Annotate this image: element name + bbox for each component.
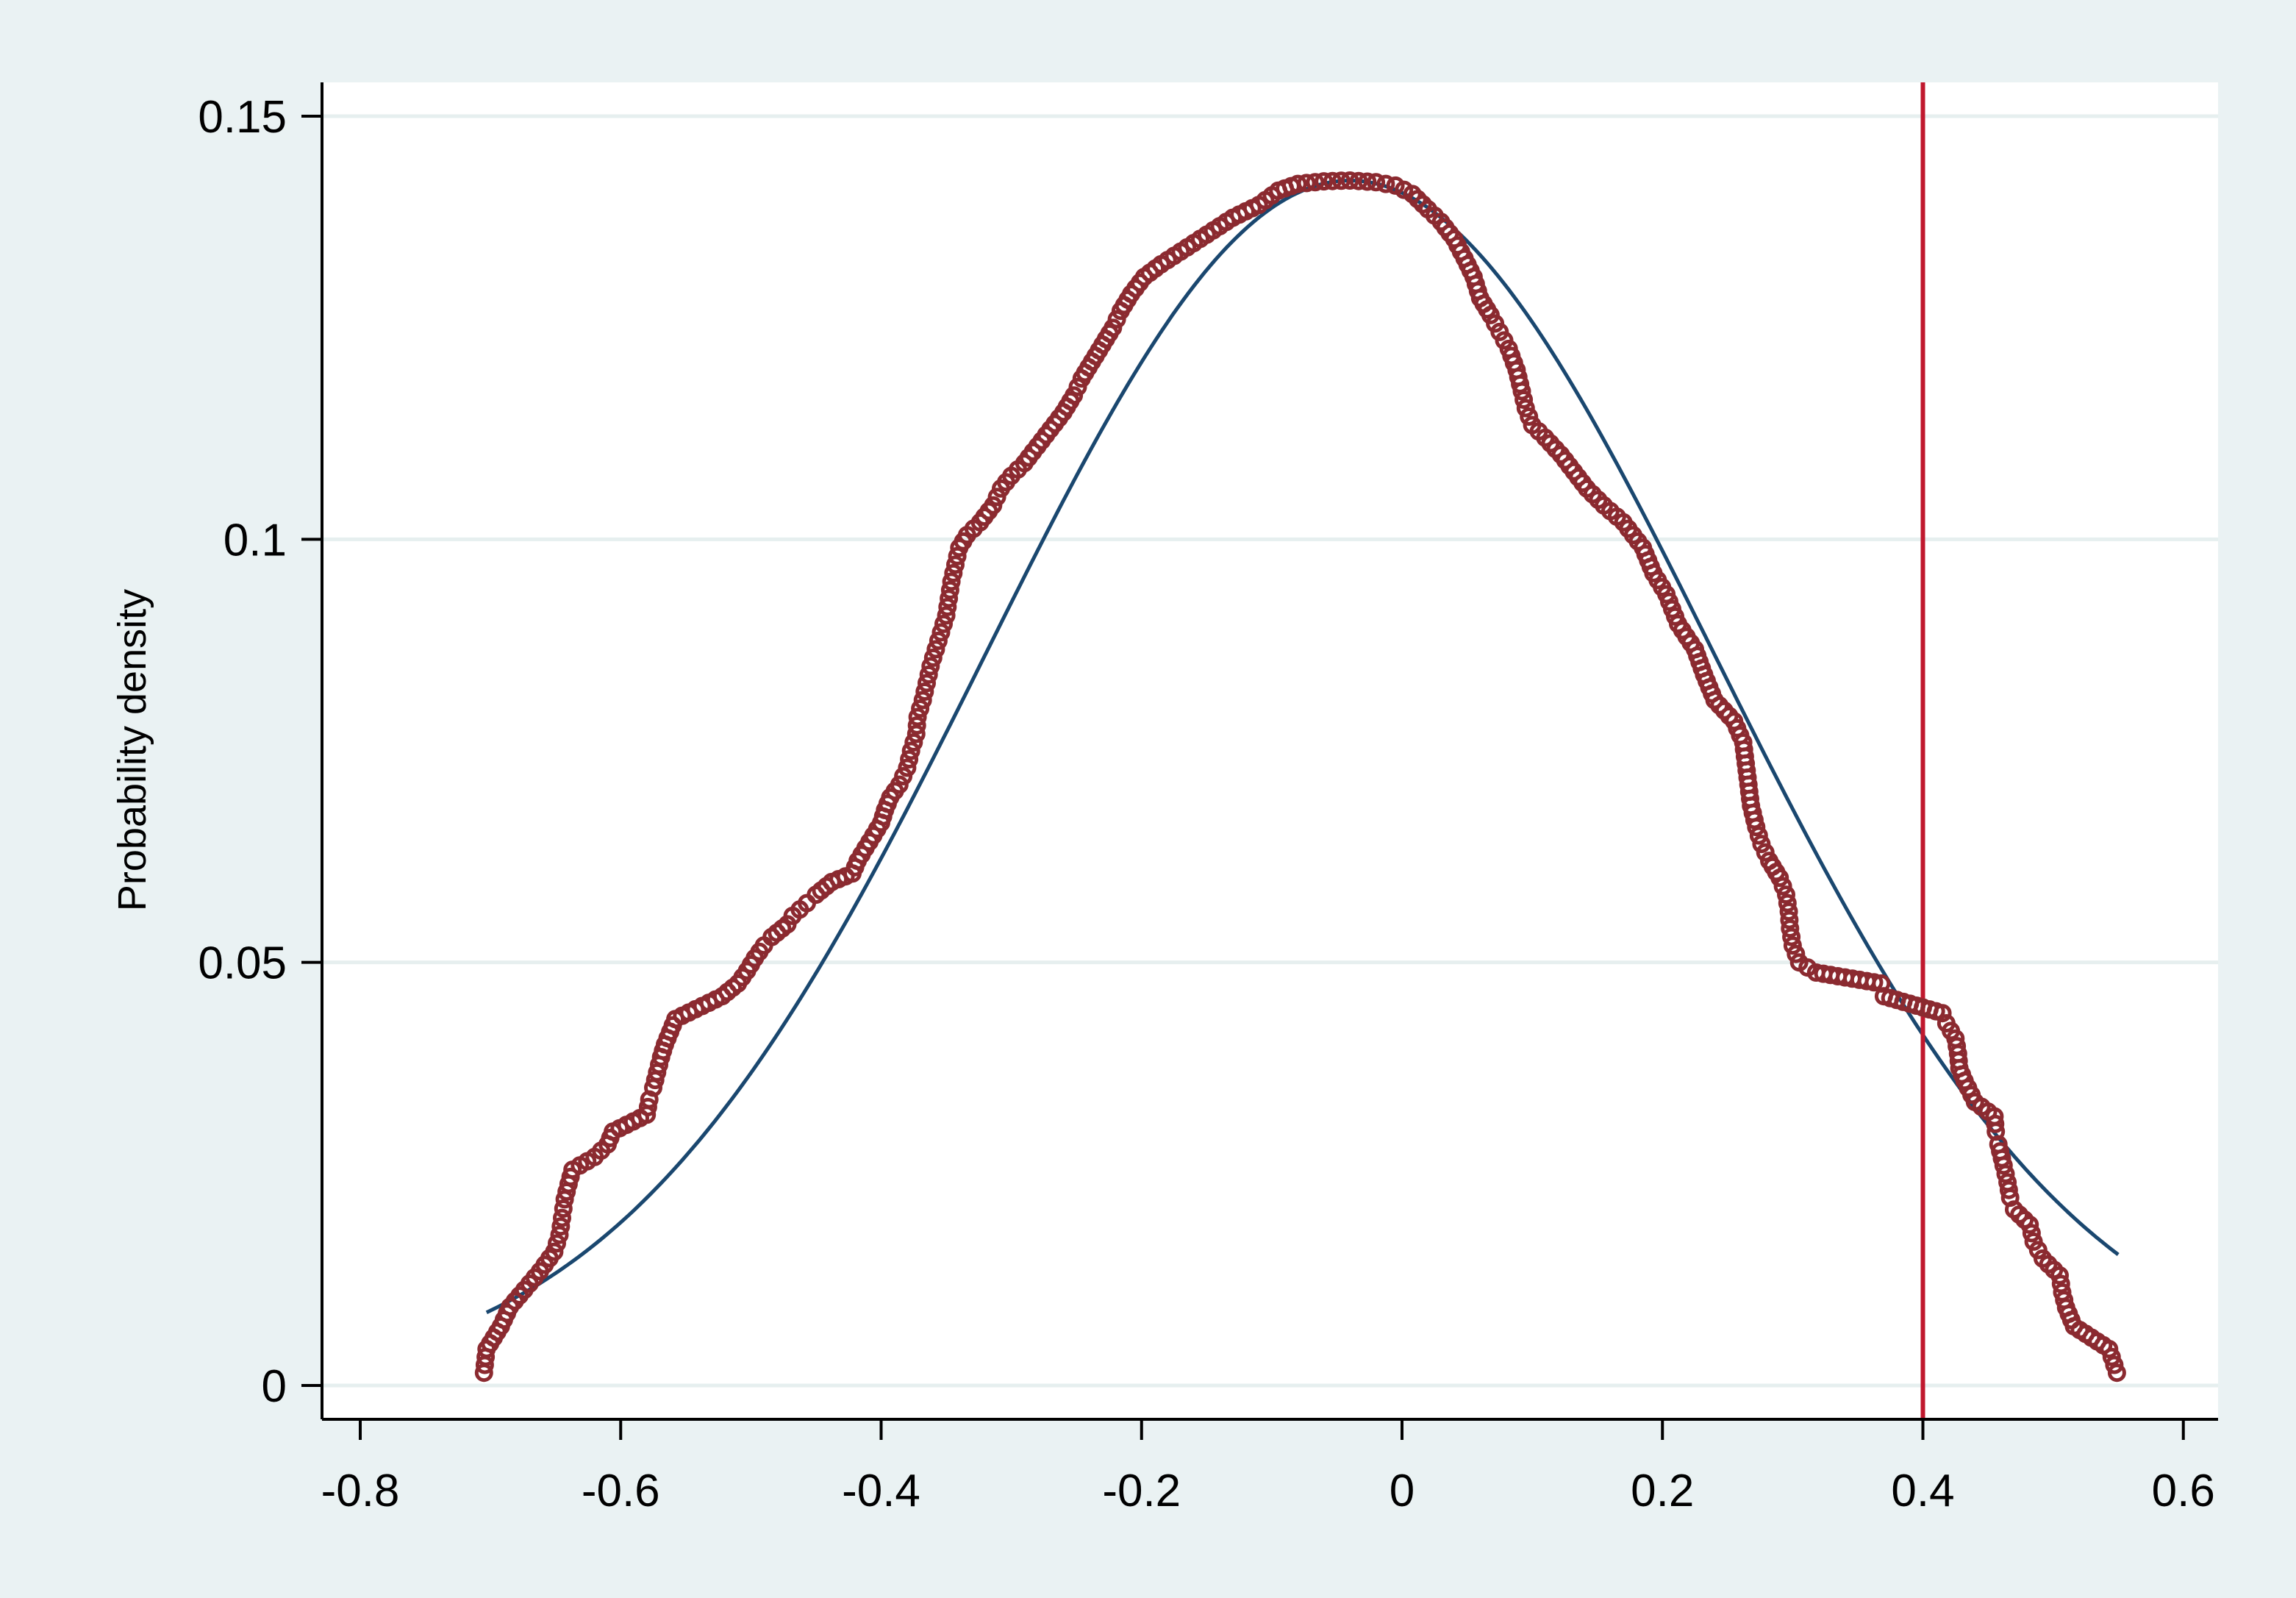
density-point <box>1864 973 1884 992</box>
density-point <box>2050 1266 2069 1285</box>
density-point <box>1749 826 1768 845</box>
density-point <box>918 674 936 693</box>
density-point <box>1933 1004 1952 1023</box>
x-tick-label: -0.6 <box>582 1466 660 1516</box>
y-tick-label: 0.05 <box>198 938 287 989</box>
density-point <box>901 741 920 760</box>
density-point <box>1331 171 1351 190</box>
density-point <box>1367 173 1386 192</box>
density-point <box>2105 1355 2124 1374</box>
density-point <box>898 758 917 777</box>
plot-area <box>322 82 2218 1419</box>
y-tick-label: 0 <box>262 1361 287 1412</box>
density-point <box>948 546 967 566</box>
density-point <box>1778 893 1797 913</box>
density-point <box>946 555 965 574</box>
density-point <box>548 1234 566 1253</box>
density-point <box>550 1225 569 1244</box>
density-point <box>1770 868 1789 888</box>
density-point <box>2107 1363 2126 1383</box>
grid-lines <box>322 114 2218 1388</box>
density-point <box>1297 174 1316 193</box>
density-point <box>1994 1156 2013 1175</box>
density-point <box>938 597 957 616</box>
density-point <box>940 580 959 599</box>
density-point <box>942 572 961 591</box>
density-point <box>934 614 953 633</box>
density-point <box>2100 1340 2119 1358</box>
density-point <box>908 707 927 727</box>
axes: 0 0.05 0.1 0.15 -0.8 -0.6 -0.4 -0.2 0 0.2 0.4 0.6 <box>198 82 2218 1516</box>
density-point <box>1773 877 1792 896</box>
density-point <box>1306 173 1325 192</box>
density-point <box>921 657 940 676</box>
density-point <box>1781 919 1800 938</box>
density-point <box>545 1242 564 1261</box>
density-point <box>900 750 919 768</box>
y-tick-label: 0.15 <box>198 92 287 143</box>
y-tick-label: 0.1 <box>223 515 287 566</box>
density-point <box>926 640 945 659</box>
density-point <box>551 1217 571 1236</box>
density-point <box>913 691 932 710</box>
density-point <box>2020 1215 2039 1234</box>
density-point <box>1780 910 1799 930</box>
density-point <box>1996 1164 2015 1183</box>
density-point <box>1349 171 1368 190</box>
density-point <box>940 589 959 608</box>
density-point <box>906 724 926 743</box>
density-point <box>1514 390 1534 409</box>
density-point <box>929 631 948 650</box>
density-point <box>1358 172 1377 191</box>
density-point <box>1787 944 1806 963</box>
density-markers <box>474 171 2126 1383</box>
density-point <box>1315 172 1334 191</box>
density-point <box>1782 927 1801 946</box>
x-tick-label: 0.4 <box>1891 1466 1954 1516</box>
density-point <box>931 623 951 642</box>
density-point <box>1999 1180 2018 1199</box>
x-tick-label: 0 <box>1390 1466 1415 1516</box>
density-point <box>1783 936 1802 955</box>
x-tick-label: 0.6 <box>2152 1466 2215 1516</box>
density-point <box>1512 382 1531 401</box>
density-point <box>1777 885 1795 905</box>
density-point <box>1376 174 1395 193</box>
density-point <box>923 648 943 667</box>
density-point <box>1516 399 1535 418</box>
x-tick-label: -0.4 <box>842 1466 920 1516</box>
density-point <box>1340 171 1359 190</box>
density-point <box>1747 818 1766 837</box>
density-point <box>1520 407 1539 426</box>
density-point <box>1288 174 1307 193</box>
density-point <box>1779 902 1798 921</box>
x-tick-label: -0.2 <box>1102 1466 1181 1516</box>
density-point <box>1323 171 1342 190</box>
density-point <box>911 699 930 718</box>
x-tick-label: -0.8 <box>321 1466 400 1516</box>
density-point <box>904 733 923 752</box>
density-point <box>638 1097 657 1116</box>
density-point <box>915 682 934 701</box>
density-point <box>2022 1224 2041 1243</box>
density-point <box>554 1199 573 1218</box>
density-point <box>553 1208 571 1227</box>
y-axis-title: Probability density <box>110 589 154 911</box>
density-point <box>1986 1114 2005 1133</box>
density-point <box>944 563 963 582</box>
density-point <box>907 716 926 735</box>
density-point <box>2051 1274 2070 1294</box>
density-point <box>937 606 956 625</box>
x-tick-label: 0.2 <box>1631 1466 1694 1516</box>
density-point <box>919 665 938 684</box>
